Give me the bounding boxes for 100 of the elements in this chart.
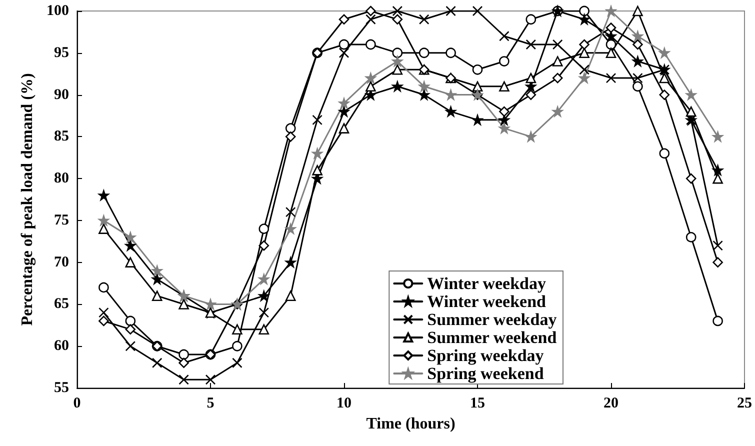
point [285,257,296,268]
point [125,340,136,352]
legend-label: Spring weekday [427,346,544,365]
y-tick-label: 90 [54,86,69,103]
point [366,39,376,50]
point [579,72,590,84]
point [499,114,510,126]
y-tick-label: 70 [54,254,69,270]
point [526,132,536,142]
point [659,90,670,100]
point [606,72,616,84]
point [712,240,723,251]
point [418,90,430,100]
point [499,106,510,117]
point [632,81,643,92]
point [125,324,136,335]
point [258,240,270,251]
point [552,56,563,66]
point [366,6,376,16]
point [366,14,376,25]
point [418,48,430,58]
y-tick-label: 65 [54,296,69,312]
point [579,39,590,50]
y-tick-label: 85 [54,128,69,145]
point [606,6,616,16]
point [552,39,563,50]
point [606,30,616,42]
y-axis-title: Percentage of peak load demand (%) [19,73,36,326]
point [606,48,616,58]
point [258,290,270,301]
point [392,64,403,75]
point [686,90,696,100]
point [606,22,616,33]
point [446,6,456,16]
point [632,39,643,50]
point [632,72,643,84]
point [579,6,590,16]
point [632,6,643,16]
x-tick-label: 0 [73,396,81,412]
point [125,232,136,242]
point [418,14,430,25]
point [366,72,376,84]
point [338,123,350,134]
x-tick-label: 5 [206,396,214,412]
point [632,56,643,66]
point [712,132,723,142]
x-axis-title: Time (hours) [366,416,456,432]
point [312,148,322,159]
point [472,81,483,92]
point [712,257,723,268]
point [446,90,456,100]
point [526,90,536,100]
legend-label: Summer weekend [427,328,558,347]
point [472,6,483,16]
y-tick-label: 75 [54,212,69,228]
point [258,324,270,335]
point [472,64,483,75]
point [98,316,109,326]
point [312,165,322,176]
point [686,173,696,184]
point [392,56,403,66]
point [258,274,270,284]
point [472,114,483,126]
point [552,72,563,84]
point [499,56,510,66]
y-tick-label: 55 [54,380,69,396]
point [446,48,456,58]
point [659,148,670,159]
point [312,114,322,126]
point [632,30,643,42]
point [579,64,590,75]
point [526,72,536,84]
legend-label: Spring weekend [427,364,544,383]
point [285,206,296,218]
legend-label: Winter weekday [427,274,546,293]
point [98,215,109,226]
point [499,81,510,92]
y-tick-label: 80 [54,170,69,187]
y-tick-label: 60 [54,338,69,354]
point [686,232,696,242]
point [499,30,510,42]
point [178,349,189,360]
point [659,72,670,84]
point [232,358,242,368]
x-tick-label: 15 [470,396,485,412]
point [285,224,296,234]
point [152,290,162,301]
point [98,224,109,234]
point [98,190,109,200]
point [152,274,162,284]
point [285,290,296,301]
x-tick-label: 25 [737,396,752,412]
point [446,106,456,117]
y-tick-label: 100 [46,3,69,19]
point [178,358,189,368]
point [338,48,350,58]
point [712,165,723,176]
x-tick-label: 10 [336,396,352,412]
point [152,266,162,276]
point [205,299,216,310]
